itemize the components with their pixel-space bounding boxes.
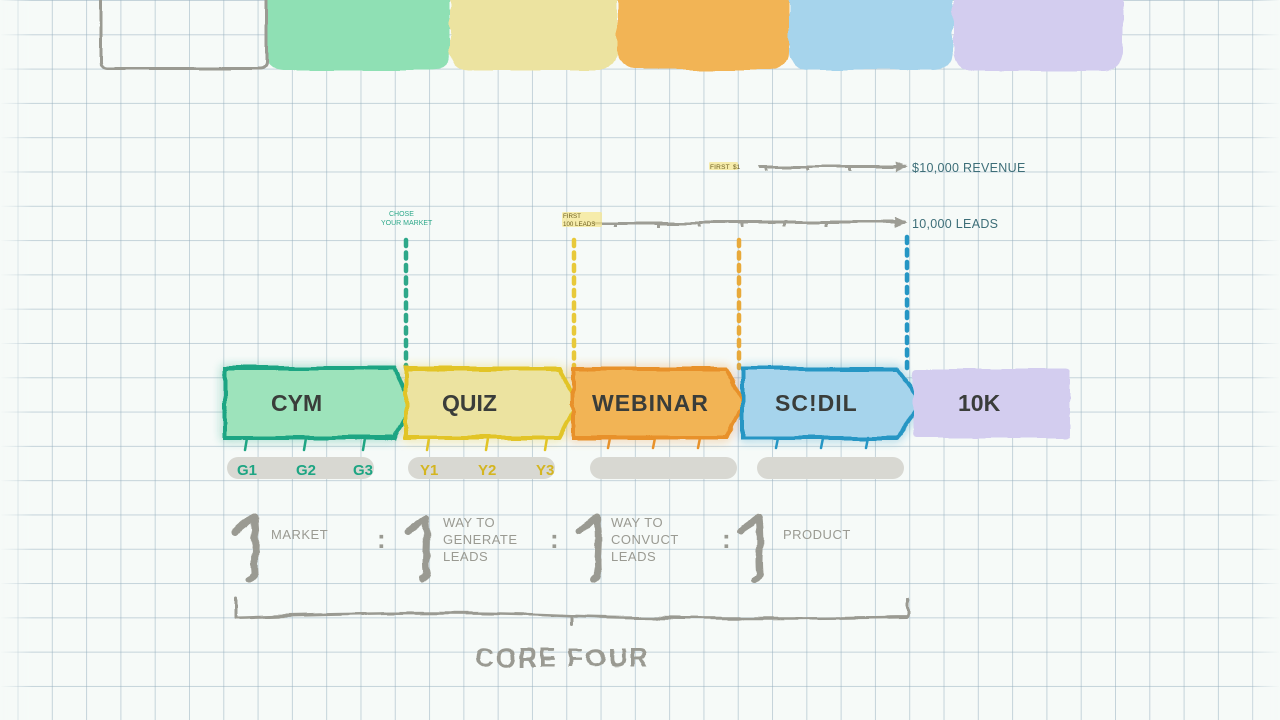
svg-text::: : [722, 524, 731, 554]
svg-text:Y3: Y3 [536, 462, 554, 479]
svg-text:10,000 LEADS: 10,000 LEADS [912, 217, 998, 231]
svg-text:WEBINAR: WEBINAR [592, 390, 709, 416]
svg-text:G2: G2 [296, 462, 316, 479]
svg-text:FIRST: FIRST [563, 213, 581, 220]
svg-text::: : [377, 524, 386, 554]
svg-text:QUIZ: QUIZ [442, 390, 497, 416]
svg-text:LEADS: LEADS [443, 549, 488, 564]
svg-text:SC!DIL: SC!DIL [775, 390, 858, 416]
svg-text:CYM: CYM [271, 390, 322, 416]
svg-text:MARKET: MARKET [271, 527, 328, 542]
svg-text:Y2: Y2 [478, 462, 496, 479]
svg-text:LEADS: LEADS [611, 549, 656, 564]
svg-text:CONVUCT: CONVUCT [611, 532, 679, 547]
svg-text:100 LEADS: 100 LEADS [563, 221, 595, 228]
svg-text::: : [550, 524, 559, 554]
svg-text:WAY TO: WAY TO [611, 515, 663, 530]
svg-text:Y1: Y1 [420, 462, 438, 479]
svg-text:GENERATE: GENERATE [443, 532, 518, 547]
svg-text:WAY TO: WAY TO [443, 515, 495, 530]
svg-text:PRODUCT: PRODUCT [783, 527, 851, 542]
svg-text:YOUR MARKET: YOUR MARKET [381, 220, 433, 227]
svg-text:$10,000 REVENUE: $10,000 REVENUE [912, 161, 1026, 175]
svg-text:CORE FOUR: CORE FOUR [475, 643, 649, 673]
svg-text:10K: 10K [958, 390, 1001, 416]
svg-text:$1: $1 [733, 164, 741, 171]
svg-text:G3: G3 [353, 462, 373, 479]
svg-text:FIRST: FIRST [710, 164, 730, 171]
svg-text:CHOSE: CHOSE [389, 211, 414, 218]
svg-text:G1: G1 [237, 462, 257, 479]
